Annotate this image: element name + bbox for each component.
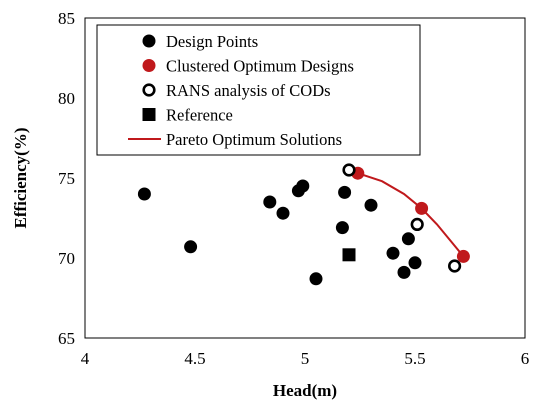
data-point [137, 187, 151, 201]
data-point [448, 259, 462, 273]
legend-label: Design Points [166, 32, 258, 51]
legend-marker [142, 108, 156, 121]
y-tick-label: 85 [58, 9, 75, 28]
legend-marker [142, 59, 156, 72]
data-point [415, 201, 429, 215]
y-tick-label: 70 [58, 249, 75, 268]
x-tick-label: 5.5 [404, 349, 425, 368]
data-point [338, 185, 352, 199]
data-point [401, 232, 415, 246]
y-tick-label: 80 [58, 89, 75, 108]
y-axis-ticks: 65 70 75 80 85 [58, 9, 75, 348]
data-point [364, 198, 378, 212]
y-tick-label: 65 [58, 329, 75, 348]
data-point [263, 195, 277, 209]
y-tick-label: 75 [58, 169, 75, 188]
data-point [296, 179, 310, 193]
data-point [342, 163, 356, 177]
data-point [184, 240, 198, 254]
data-point [456, 249, 470, 263]
x-axis-ticks: 4 4.5 5 5.5 6 [81, 349, 530, 368]
legend-label: Pareto Optimum Solutions [166, 130, 342, 149]
x-tick-label: 5 [301, 349, 310, 368]
data-point [309, 272, 323, 286]
legend-label: RANS analysis of CODs [166, 81, 331, 100]
y-axis-label: Efficiency(%) [11, 127, 30, 228]
legend-label: Reference [166, 106, 233, 125]
x-tick-label: 4.5 [184, 349, 205, 368]
series-layer [137, 163, 470, 286]
data-point [386, 246, 400, 260]
legend-marker [142, 34, 156, 48]
data-point [397, 265, 411, 279]
x-tick-label: 6 [521, 349, 530, 368]
x-tick-label: 4 [81, 349, 90, 368]
x-axis-label: Head(m) [273, 381, 337, 400]
data-point [342, 248, 356, 262]
data-point [410, 217, 424, 231]
legend-label: Clustered Optimum Designs [166, 57, 354, 76]
plot-frame [84, 17, 526, 339]
legend: Design Points Clustered Optimum Designs RA… [96, 24, 421, 156]
data-point [276, 206, 290, 220]
data-point [408, 256, 422, 270]
data-point [335, 221, 349, 235]
legend-marker [142, 83, 156, 97]
